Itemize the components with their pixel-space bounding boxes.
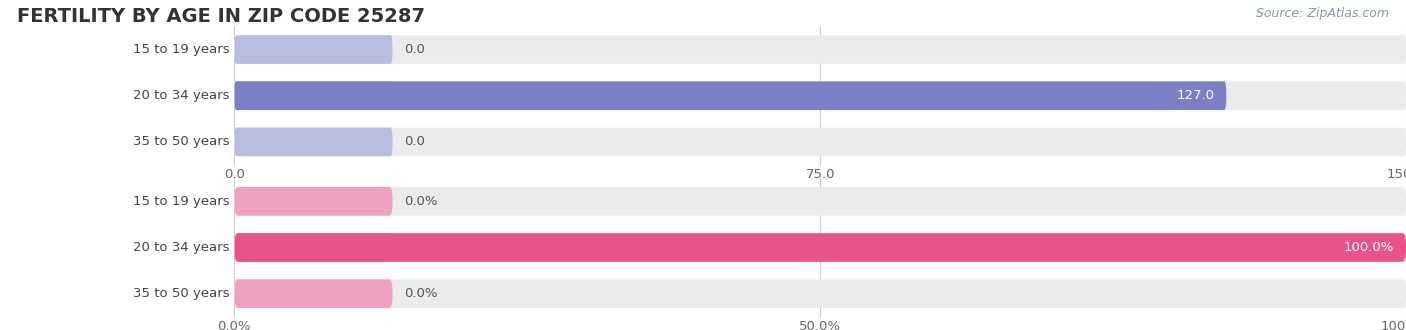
Text: 100.0%: 100.0% — [1344, 241, 1395, 254]
FancyBboxPatch shape — [235, 233, 1406, 262]
Text: FERTILITY BY AGE IN ZIP CODE 25287: FERTILITY BY AGE IN ZIP CODE 25287 — [17, 7, 425, 26]
FancyBboxPatch shape — [235, 35, 1406, 64]
FancyBboxPatch shape — [235, 233, 1406, 262]
FancyBboxPatch shape — [235, 82, 1226, 110]
Text: 20 to 34 years: 20 to 34 years — [134, 89, 229, 102]
Text: 15 to 19 years: 15 to 19 years — [134, 195, 229, 208]
FancyBboxPatch shape — [235, 187, 392, 215]
Text: 0.0: 0.0 — [405, 135, 425, 148]
Text: 20 to 34 years: 20 to 34 years — [134, 241, 229, 254]
FancyBboxPatch shape — [235, 82, 392, 110]
Text: 127.0: 127.0 — [1177, 89, 1215, 102]
Text: 0.0%: 0.0% — [405, 287, 437, 300]
Text: 15 to 19 years: 15 to 19 years — [134, 43, 229, 56]
Text: 35 to 50 years: 35 to 50 years — [134, 135, 229, 148]
Text: 35 to 50 years: 35 to 50 years — [134, 287, 229, 300]
FancyBboxPatch shape — [235, 82, 1406, 110]
FancyBboxPatch shape — [235, 233, 392, 262]
FancyBboxPatch shape — [235, 187, 1406, 215]
Text: Source: ZipAtlas.com: Source: ZipAtlas.com — [1256, 7, 1389, 19]
FancyBboxPatch shape — [235, 35, 392, 64]
Text: 0.0%: 0.0% — [405, 195, 437, 208]
FancyBboxPatch shape — [235, 128, 1406, 156]
FancyBboxPatch shape — [235, 128, 392, 156]
FancyBboxPatch shape — [235, 280, 1406, 308]
FancyBboxPatch shape — [235, 280, 392, 308]
Text: 0.0: 0.0 — [405, 43, 425, 56]
